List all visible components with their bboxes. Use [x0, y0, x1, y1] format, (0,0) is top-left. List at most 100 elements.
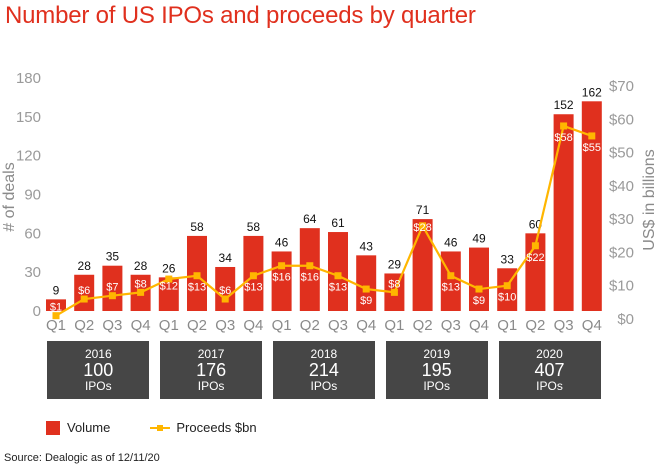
year-summary-box: 2018 214 IPOs	[272, 341, 375, 399]
year-summary-year: 2018	[310, 347, 338, 361]
proceeds-marker	[80, 295, 88, 303]
proceeds-data-label: $13	[188, 282, 206, 294]
year-summary-label: IPOs	[84, 379, 112, 393]
proceeds-data-label: $6	[219, 285, 231, 297]
proceeds-data-label: $9	[473, 295, 485, 307]
volume-data-label: 58	[247, 220, 261, 234]
proceeds-data-label: $16	[301, 272, 319, 284]
quarter-tick-label: Q3	[554, 317, 574, 334]
y-tick-label: 60	[24, 225, 41, 242]
proceeds-marker	[249, 272, 257, 280]
y2-tick-label: $20	[609, 244, 634, 261]
proceeds-data-label: $8	[388, 278, 400, 290]
year-summary-year: 2016	[84, 347, 112, 361]
quarter-tick-label: Q2	[74, 317, 94, 334]
proceeds-data-label: $13	[329, 282, 347, 294]
y2-tick-label: $10	[609, 278, 634, 295]
y2-tick-label: $70	[609, 78, 634, 95]
proceeds-data-label: $10	[498, 292, 516, 304]
y2-tick-label: $40	[609, 178, 634, 195]
quarter-tick-label: Q1	[272, 317, 292, 334]
legend: Volume Proceeds $bn	[46, 420, 257, 435]
volume-bar	[412, 219, 433, 311]
y2-tick-label: $0	[617, 311, 634, 328]
quarter-tick-label: Q1	[497, 317, 517, 334]
volume-data-label: 46	[275, 235, 289, 249]
year-summary-count: 195	[421, 360, 452, 380]
volume-data-label: 28	[134, 259, 148, 273]
proceeds-data-label: $55	[583, 142, 601, 154]
proceeds-marker	[334, 272, 342, 280]
year-summary-box: 2019 195 IPOs	[385, 341, 488, 399]
year-summary-year: 2017	[197, 347, 225, 361]
y-tick-label: 120	[16, 148, 41, 165]
volume-bar	[356, 255, 377, 311]
volume-data-label: 46	[444, 235, 458, 249]
proceeds-data-label: $9	[360, 295, 372, 307]
proceeds-marker	[278, 262, 286, 270]
quarter-tick-label: Q4	[131, 317, 151, 334]
proceeds-labels: $1 $6 $7 $8 $12 $13 $6 $13 $16 $16 $13 $9 $8 $28 $13 $9…	[50, 132, 601, 313]
year-summary-year: 2020	[536, 347, 563, 361]
proceeds-data-label: $28	[413, 222, 431, 234]
volume-bar	[215, 266, 236, 311]
year-summary-box: 2020 407 IPOs	[498, 341, 601, 399]
volume-bar	[46, 299, 66, 311]
volume-bar	[469, 247, 489, 311]
y2-tick-label: $60	[609, 111, 634, 128]
proceeds-data-label: $1	[50, 301, 62, 313]
proceeds-data-label: $8	[134, 278, 146, 290]
volume-data-label: 49	[472, 232, 486, 246]
volume-data-label: 9	[53, 283, 60, 297]
proceeds-marker	[503, 282, 511, 290]
proceeds-line-path	[55, 124, 593, 317]
volume-data-label: 64	[303, 212, 317, 226]
legend-volume-label: Volume	[67, 420, 111, 435]
volume-bar	[158, 277, 179, 311]
volume-bar	[328, 232, 348, 311]
quarter-tick-label: Q4	[582, 317, 602, 334]
quarter-tick-label: Q3	[102, 317, 122, 334]
y-tick-label: 0	[33, 303, 41, 320]
volume-data-label: 28	[78, 259, 92, 273]
proceeds-marker	[108, 292, 116, 300]
proceeds-marker	[362, 285, 370, 293]
proceeds-data-label: $58	[554, 132, 572, 144]
proceeds-marker	[52, 312, 60, 320]
volume-data-label: 35	[106, 250, 120, 264]
source-note: Source: Dealogic as of 12/11/20	[4, 452, 160, 464]
quarter-tick-label: Q1	[46, 317, 66, 334]
quarter-tick-label: Q4	[243, 317, 263, 334]
volume-data-label: 29	[388, 257, 402, 271]
volume-bar	[102, 265, 123, 311]
quarter-tick-label: Q2	[187, 317, 207, 334]
proceeds-data-label: $13	[244, 282, 262, 294]
proceeds-marker	[475, 285, 483, 293]
proceeds-marker	[531, 242, 539, 250]
quarter-labels: Q1 Q2 Q3 Q4 Q1 Q2 Q3 Q4 Q1 Q2 Q3 Q4 Q1 Q2 Q3 Q4 Q1 Q2 Q3 Q4	[46, 317, 602, 334]
proceeds-marker	[588, 132, 596, 140]
proceeds-marker	[560, 122, 568, 130]
proceeds-data-label: $13	[442, 282, 460, 294]
volume-data-label: 58	[190, 220, 204, 234]
year-summary-box: 2016 100 IPOs	[47, 341, 150, 399]
quarter-tick-label: Q3	[441, 317, 461, 334]
proceeds-line	[52, 122, 596, 320]
year-summary-count: 176	[196, 360, 227, 380]
quarter-tick-label: Q3	[328, 317, 348, 334]
quarter-tick-label: Q1	[384, 317, 404, 334]
proceeds-data-label: $22	[526, 252, 544, 264]
quarter-tick-label: Q2	[413, 317, 433, 334]
year-summary-count: 407	[534, 360, 565, 380]
proceeds-data-label: $6	[78, 285, 90, 297]
volume-bar	[581, 101, 602, 311]
volume-bar	[553, 114, 574, 311]
proceeds-marker	[419, 222, 427, 230]
volume-bars	[46, 101, 602, 311]
year-summary-label: IPOs	[423, 379, 451, 393]
chart-title: Number of US IPOs and proceeds by quarte…	[5, 2, 476, 29]
proceeds-marker	[306, 262, 314, 270]
proceeds-marker	[221, 295, 229, 303]
year-summary-label: IPOs	[536, 379, 563, 393]
